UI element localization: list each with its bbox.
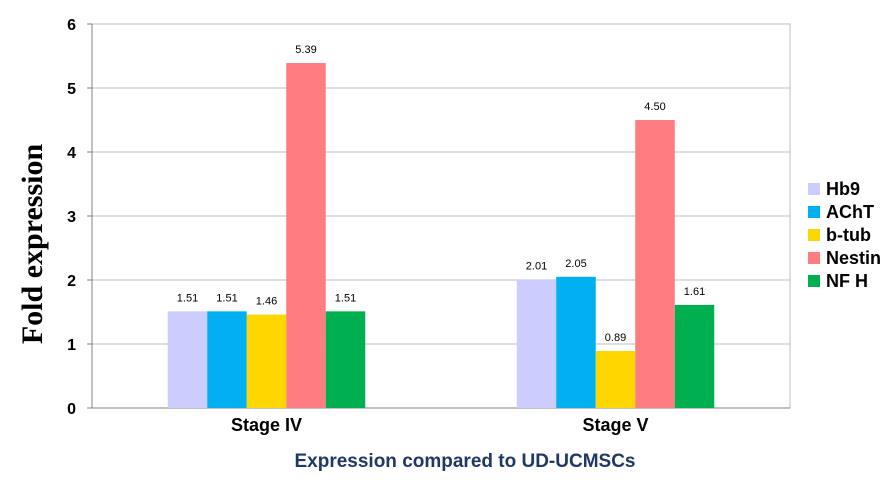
y-tick-label: 4 — [67, 145, 76, 162]
category-label: Stage IV — [231, 415, 302, 435]
data-labels: 1.51 1.51 1.46 5.39 1.51 2.01 2.05 0.89 4.50 1.61 — [177, 44, 705, 344]
data-label: 4.50 — [644, 101, 665, 113]
category-labels: Stage IV Stage V — [231, 415, 649, 435]
data-label: 1.61 — [684, 286, 705, 298]
legend-label: b-tub — [826, 225, 871, 245]
y-tick-label: 2 — [67, 273, 76, 290]
y-tick-label: 0 — [67, 401, 76, 418]
category-label: Stage V — [582, 415, 648, 435]
y-axis-title: Fold expression — [16, 144, 49, 345]
legend-label: Nestin — [826, 248, 881, 268]
y-tick-label: 5 — [67, 81, 76, 98]
data-label: 1.51 — [216, 292, 237, 304]
bar — [207, 311, 247, 408]
legend-swatch — [808, 275, 820, 287]
legend-swatch — [808, 252, 820, 264]
bar — [674, 304, 715, 408]
data-label: 2.05 — [565, 258, 586, 270]
bar — [325, 311, 366, 408]
bar — [595, 351, 636, 408]
legend: Hb9 AChT b-tub Nestin NF H — [808, 179, 881, 291]
legend-label: NF H — [826, 271, 868, 291]
data-label: 2.01 — [526, 260, 547, 272]
bar — [516, 279, 557, 408]
data-label: 0.89 — [605, 332, 626, 344]
legend-label: AChT — [826, 202, 874, 222]
bar — [556, 276, 596, 408]
legend-swatch — [808, 229, 820, 241]
y-tick-label: 6 — [67, 17, 76, 34]
bar — [635, 120, 675, 408]
bars — [167, 63, 715, 408]
data-label: 1.51 — [177, 292, 198, 304]
legend-swatch — [808, 206, 820, 218]
bar — [167, 311, 208, 408]
legend-swatch — [808, 183, 820, 195]
bar — [286, 63, 326, 408]
x-axis-title: Expression compared to UD-UCMSCs — [294, 451, 635, 472]
data-label: 5.39 — [295, 44, 316, 56]
bar — [246, 314, 287, 408]
y-tick-label: 3 — [67, 209, 76, 226]
data-label: 1.51 — [335, 292, 356, 304]
y-tick-label: 1 — [67, 337, 76, 354]
data-label: 1.46 — [256, 296, 277, 308]
legend-label: Hb9 — [826, 179, 860, 199]
